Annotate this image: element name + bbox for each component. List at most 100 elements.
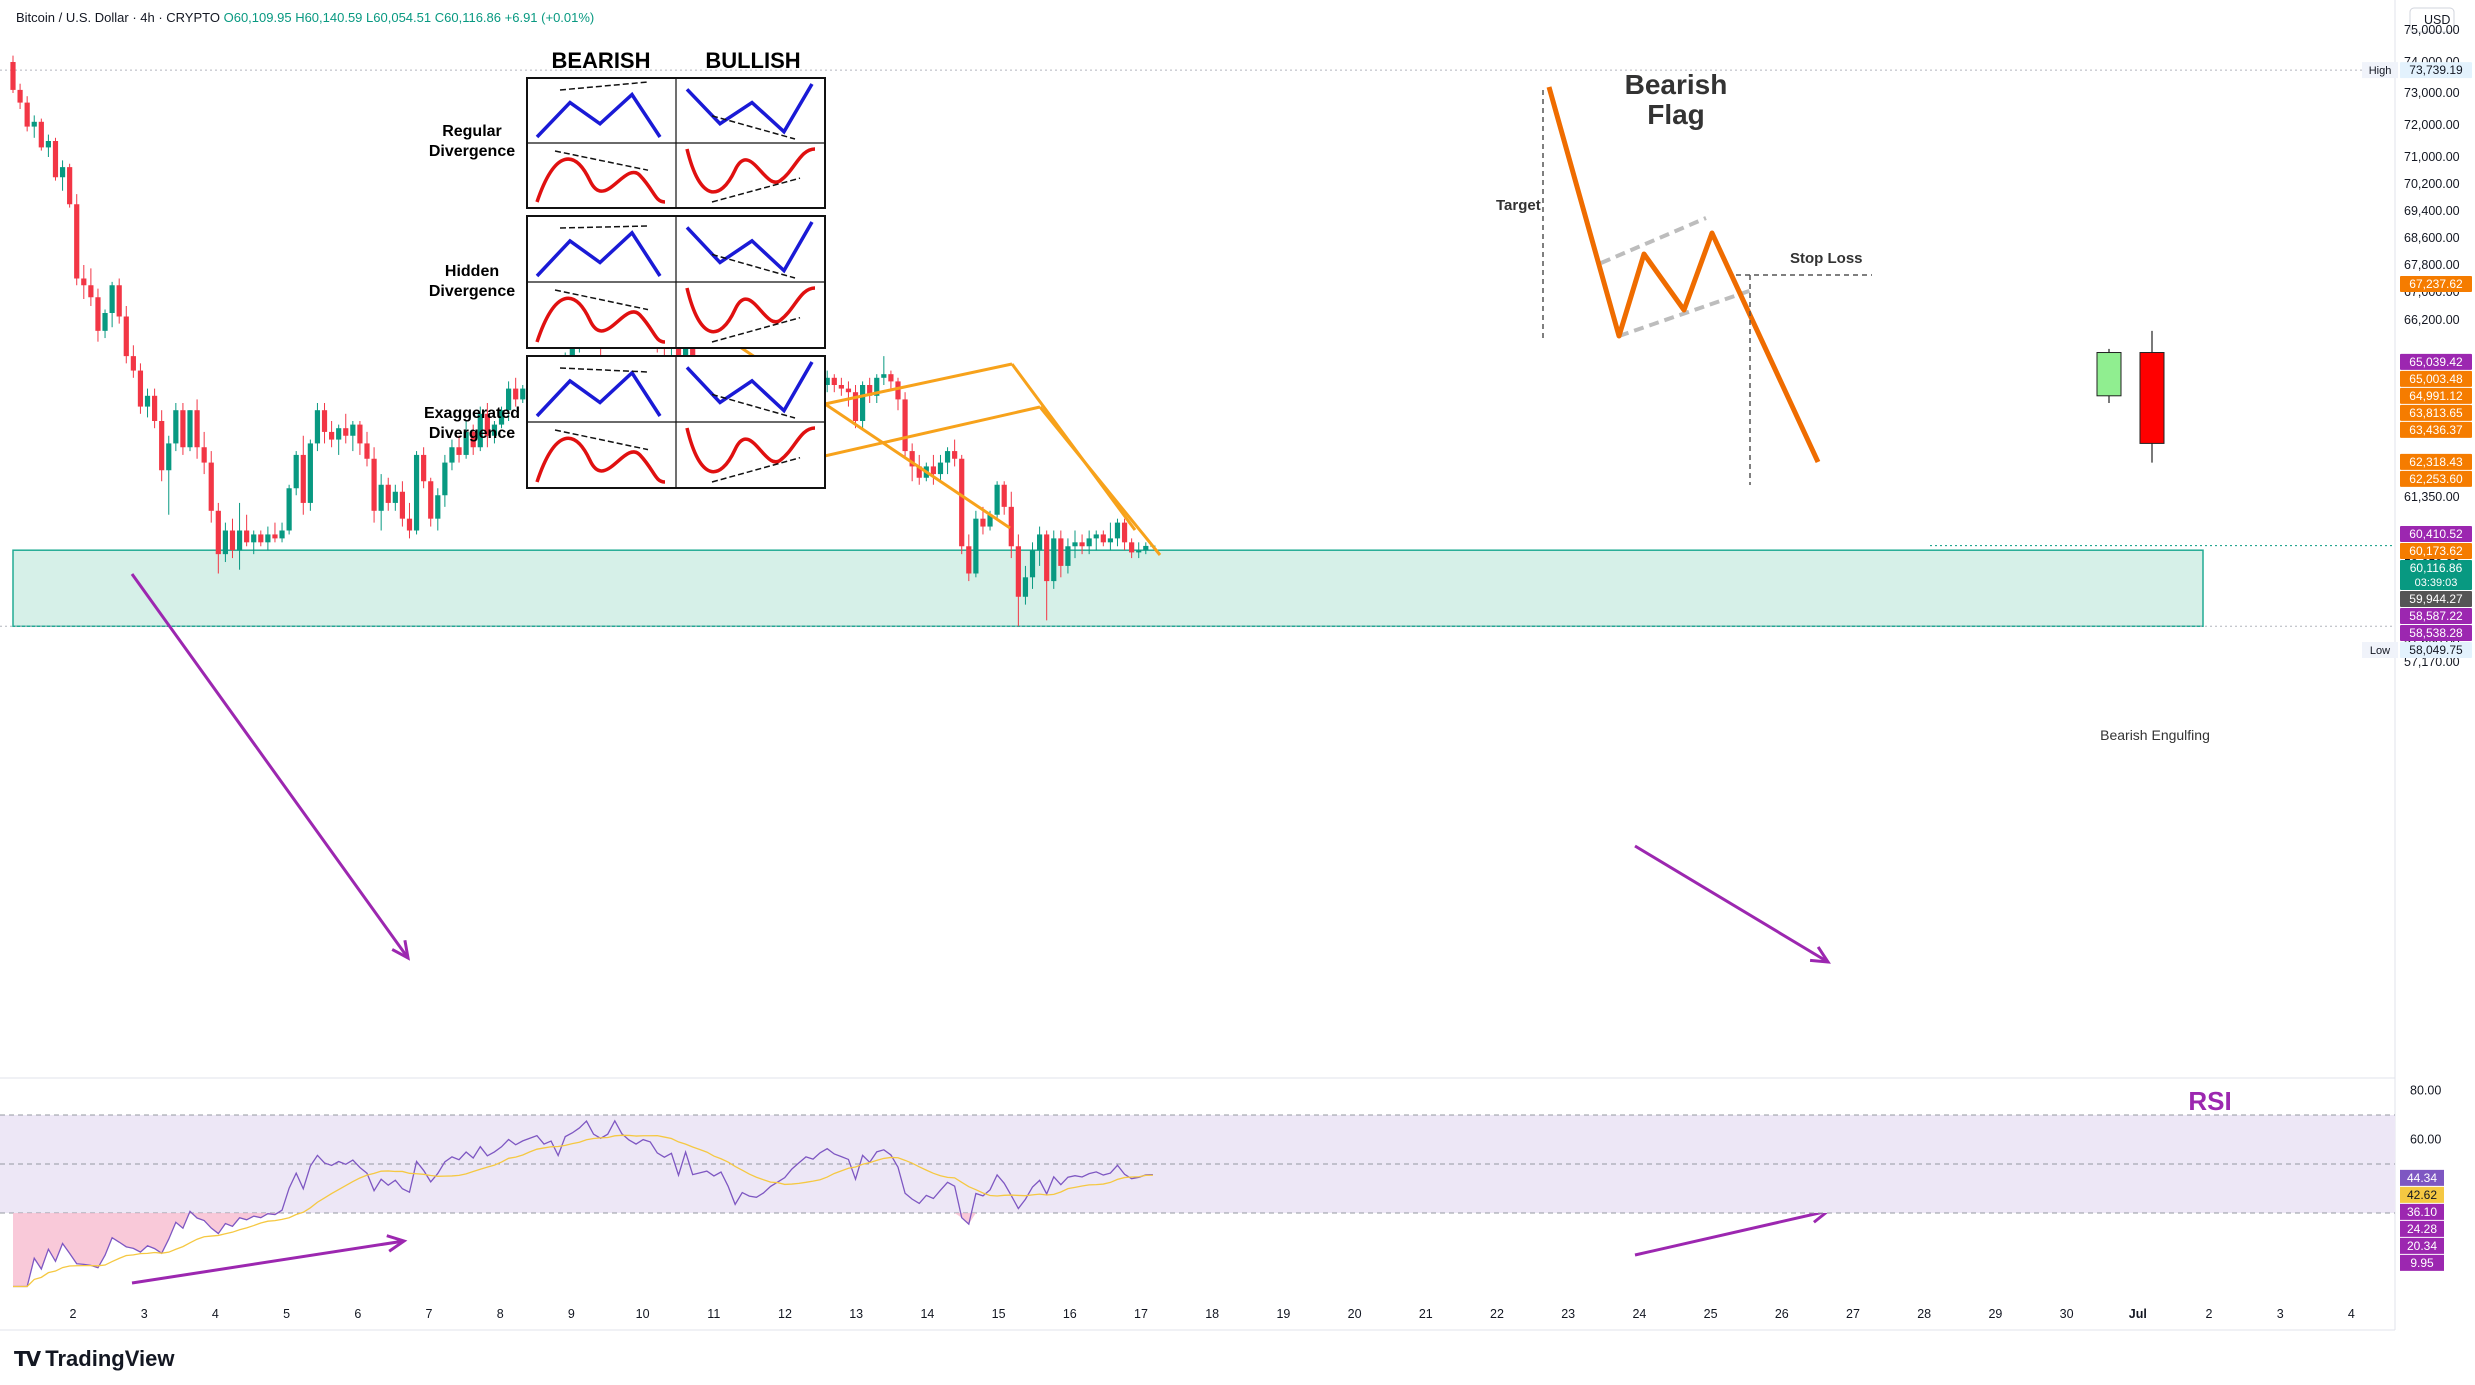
- x-tick-label: 4: [2348, 1307, 2355, 1321]
- currency-box[interactable]: [2409, 7, 2455, 33]
- candle-body: [144, 395, 151, 407]
- candle: [966, 534, 972, 582]
- price-tag: 62,253.60: [2400, 470, 2472, 487]
- candle-body: [1093, 534, 1099, 539]
- candle-body: [59, 167, 66, 178]
- candle-body: [343, 428, 349, 436]
- candle-body: [477, 413, 483, 448]
- price-tag: 65,039.42: [2400, 353, 2472, 370]
- flag-path: [1546, 86, 1821, 464]
- candle-body: [10, 62, 16, 90]
- candle-body: [329, 431, 335, 440]
- candle: [944, 447, 951, 475]
- price-tag-bg: [2400, 526, 2472, 543]
- candle: [838, 377, 844, 396]
- price-tag-pill: [2362, 62, 2398, 79]
- candle-body: [1136, 550, 1142, 553]
- candle: [74, 194, 80, 286]
- rsi-divergence-arrow-1: [131, 1239, 405, 1285]
- ohlc-high: H60,140.59: [295, 10, 363, 25]
- candle: [959, 454, 965, 555]
- candle: [244, 514, 250, 547]
- price-tag-pill-text: High: [2369, 65, 2392, 77]
- candle-body: [286, 488, 292, 531]
- price-tag-bg: [2400, 275, 2472, 292]
- rsi-tag-bg: [2400, 1237, 2444, 1254]
- symbol-title: Bitcoin / U.S. Dollar · 4h · CRYPTO: [16, 10, 220, 25]
- price-tag-bg: [2400, 353, 2472, 370]
- bearish-price-line: [535, 91, 662, 139]
- price-divergence-arrow-2-head: [1809, 946, 1831, 964]
- candle-body: [959, 458, 965, 547]
- x-tick-label: 2: [70, 1307, 77, 1321]
- candle: [1129, 538, 1135, 559]
- candle-body: [180, 410, 186, 448]
- bullish-trend: [711, 393, 796, 419]
- engulfing-body: [2139, 352, 2165, 444]
- candle: [937, 454, 944, 482]
- candle: [1051, 530, 1057, 589]
- y-tick-label: 75,000.00: [2404, 23, 2460, 37]
- candle-body: [336, 428, 342, 440]
- candle: [17, 83, 23, 109]
- candle: [994, 481, 1000, 519]
- x-tick-label: 4: [212, 1307, 219, 1321]
- candle: [845, 381, 852, 407]
- bullish-price-line: [685, 83, 814, 135]
- x-tick-label: 2: [2206, 1307, 2213, 1321]
- candle-body: [159, 421, 165, 471]
- price-tag-text: 64,991.12: [2409, 389, 2463, 403]
- candle: [180, 403, 186, 455]
- candle-body: [902, 399, 908, 452]
- bearish-osc-trend: [554, 150, 649, 171]
- candle-body: [867, 385, 873, 396]
- candle: [88, 268, 94, 306]
- candle-body: [251, 534, 257, 543]
- price-tag-bg: [2400, 608, 2472, 625]
- price-tag-bg: [2400, 404, 2472, 421]
- price-tag: 59,944.27: [2400, 591, 2472, 608]
- candle-body: [852, 392, 859, 421]
- rsi-tick-label: 60.00: [2410, 1133, 2441, 1147]
- x-tick-label: 5: [283, 1307, 290, 1321]
- price-tag-text: 65,039.42: [2409, 355, 2463, 369]
- bearish-price-line: [535, 230, 662, 278]
- price-tag-text: 59,944.27: [2409, 592, 2463, 606]
- candle: [1044, 530, 1050, 621]
- rsi-pane[interactable]: 80.00 60.00 44.34 42.62 36.10 24.28 20.34 9.95: [0, 1084, 2444, 1288]
- price-tag-countdown: 03:39:03: [2415, 577, 2458, 589]
- candle-body: [265, 534, 271, 543]
- x-tick-label: 17: [1134, 1307, 1148, 1321]
- price-tag: 63,813.65: [2400, 404, 2472, 421]
- candle: [506, 381, 512, 421]
- candle: [336, 424, 342, 455]
- candle-body: [520, 388, 526, 400]
- candle: [109, 281, 115, 328]
- tradingview-logo[interactable]: 𝗧𝗩 TradingView: [14, 1346, 174, 1372]
- candle-body: [137, 370, 144, 407]
- price-tag-bg: [2400, 470, 2472, 487]
- price-tag-text: 58,587.22: [2409, 609, 2463, 623]
- candle-body: [980, 518, 986, 527]
- candle: [329, 421, 335, 448]
- candle: [350, 421, 356, 452]
- bearish-price-line: [535, 370, 662, 418]
- rsi-title: RSI: [2188, 1086, 2231, 1116]
- price-tag: 67,237.62: [2400, 275, 2472, 292]
- candle-body: [449, 447, 455, 463]
- candle-body: [67, 167, 73, 205]
- candle-body: [1058, 538, 1064, 566]
- candle: [321, 403, 328, 444]
- bearish-osc-line: [535, 157, 666, 204]
- candle-body: [1015, 546, 1021, 597]
- candle: [24, 96, 30, 132]
- candle: [498, 406, 505, 429]
- x-tick-label: 20: [1348, 1307, 1362, 1321]
- candle-body: [930, 466, 936, 475]
- price-tag: 62,318.43: [2400, 453, 2472, 470]
- candle: [902, 392, 908, 459]
- candle-body: [123, 316, 129, 357]
- candle-body: [569, 348, 575, 360]
- candle-body: [1044, 534, 1050, 582]
